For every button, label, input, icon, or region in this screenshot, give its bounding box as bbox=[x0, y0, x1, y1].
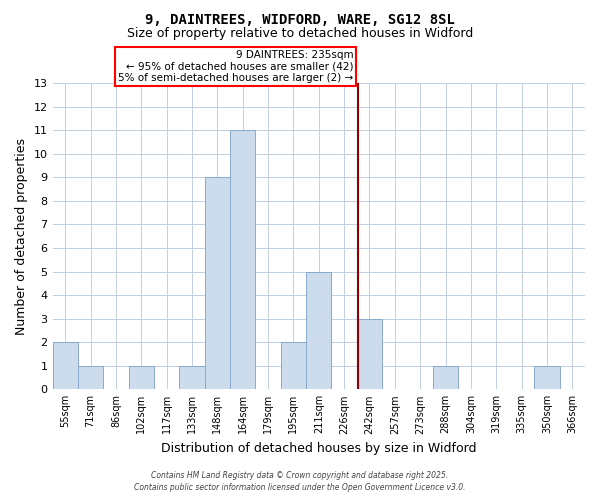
Y-axis label: Number of detached properties: Number of detached properties bbox=[15, 138, 28, 335]
Text: Contains HM Land Registry data © Crown copyright and database right 2025.
Contai: Contains HM Land Registry data © Crown c… bbox=[134, 471, 466, 492]
Bar bbox=[534, 366, 560, 390]
Bar bbox=[433, 366, 458, 390]
Bar bbox=[306, 272, 331, 390]
Bar bbox=[230, 130, 256, 390]
Text: 9 DAINTREES: 235sqm
← 95% of detached houses are smaller (42)
5% of semi-detache: 9 DAINTREES: 235sqm ← 95% of detached ho… bbox=[118, 50, 353, 83]
Bar bbox=[78, 366, 103, 390]
Text: Size of property relative to detached houses in Widford: Size of property relative to detached ho… bbox=[127, 28, 473, 40]
Bar bbox=[179, 366, 205, 390]
Bar bbox=[205, 178, 230, 390]
Bar bbox=[357, 318, 382, 390]
Bar bbox=[281, 342, 306, 390]
Bar bbox=[128, 366, 154, 390]
Text: 9, DAINTREES, WIDFORD, WARE, SG12 8SL: 9, DAINTREES, WIDFORD, WARE, SG12 8SL bbox=[145, 12, 455, 26]
Bar bbox=[53, 342, 78, 390]
X-axis label: Distribution of detached houses by size in Widford: Distribution of detached houses by size … bbox=[161, 442, 476, 455]
